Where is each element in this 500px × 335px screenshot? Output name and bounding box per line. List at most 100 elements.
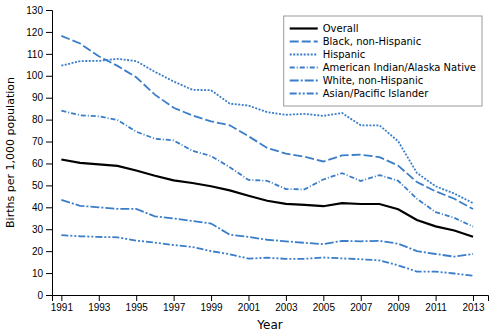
x-axis: 1991 1993 1995 1997 1999 2001 2003 2005 2007 2009…: [51, 295, 489, 313]
series-line: [61, 235, 473, 276]
tick-label: 130: [26, 5, 43, 16]
tick-label: 1999: [200, 302, 223, 313]
tick-label: 1997: [163, 302, 186, 313]
tick-label: 2007: [350, 302, 373, 313]
legend-label: Black, non-Hispanic: [323, 36, 421, 47]
tick-mark: [436, 295, 437, 301]
tick-mark: [323, 295, 324, 301]
legend-swatch: [290, 54, 318, 56]
tick: 1993: [88, 295, 111, 313]
legend-label: American Indian/Alaska Native: [323, 62, 476, 73]
tick-mark: [46, 76, 52, 77]
chart: 1991199319951997199920012003200520072009…: [0, 0, 500, 335]
legend-swatch: [290, 80, 318, 82]
tick: 2007: [350, 295, 373, 313]
tick-mark: [46, 98, 52, 99]
legend-label: Asian/Pacific Islander: [323, 88, 430, 99]
tick-mark: [46, 295, 52, 296]
tick-label: 90: [32, 92, 44, 103]
tick-mark: [286, 295, 287, 301]
tick: 20: [32, 246, 52, 257]
legend-swatch: [290, 41, 318, 43]
legend-swatch: [290, 67, 318, 69]
tick: 120: [26, 27, 52, 38]
plot: 1991199319951997199920012003200520072009…: [4, 5, 489, 332]
tick: 2009: [388, 295, 411, 313]
legend-label: Hispanic: [323, 49, 366, 60]
tick: 100: [26, 70, 52, 81]
tick: 2013: [462, 295, 485, 313]
tick: 40: [32, 202, 52, 213]
y-axis-title: Births per 1,000 population: [4, 77, 17, 228]
tick: 2005: [313, 295, 336, 313]
tick-label: 100: [26, 70, 43, 81]
legend-swatch: [290, 27, 318, 29]
tick: 2001: [238, 295, 261, 313]
tick-label: 2003: [275, 302, 298, 313]
tick-label: 2005: [313, 302, 336, 313]
tick: 1999: [200, 295, 223, 313]
tick-label: 1993: [88, 302, 111, 313]
legend-frame: [284, 16, 482, 106]
tick-mark: [473, 295, 474, 301]
tick: 10: [32, 268, 52, 279]
tick: 80: [32, 114, 52, 125]
tick-label: 2009: [388, 302, 411, 313]
tick-mark: [248, 295, 249, 301]
axis-line: [46, 11, 53, 296]
tick: 90: [32, 92, 52, 103]
tick: 0: [37, 290, 52, 301]
tick-label: 110: [27, 49, 43, 60]
tick-mark: [46, 185, 52, 186]
tick-mark: [46, 229, 52, 230]
legend-swatch: [290, 93, 318, 95]
tick-label: 80: [32, 114, 44, 125]
tick-mark: [174, 295, 175, 301]
legend: Overall Black, non-Hispanic Hispanic Americ…: [284, 16, 482, 106]
tick-mark: [361, 295, 362, 301]
tick-mark: [46, 251, 52, 252]
tick-mark: [211, 295, 212, 301]
legend-label: White, non-Hispanic: [323, 75, 423, 86]
tick-label: 2001: [238, 302, 261, 313]
tick-label: 10: [32, 268, 44, 279]
tick-label: 70: [32, 136, 44, 147]
tick-mark: [46, 273, 52, 274]
tick-label: 0: [37, 290, 43, 301]
tick-label: 40: [32, 202, 44, 213]
tick-label: 1995: [126, 302, 149, 313]
tick-mark: [136, 295, 137, 301]
tick-mark: [46, 32, 52, 33]
tick-label: 2011: [425, 302, 447, 313]
x-axis-title: Year: [256, 318, 282, 332]
tick: 50: [32, 180, 52, 191]
legend-label: Overall: [323, 23, 359, 34]
tick-mark: [99, 295, 100, 301]
tick: 1995: [126, 295, 149, 313]
tick-label: 50: [32, 180, 44, 191]
tick: 2003: [275, 295, 298, 313]
tick: 1991: [51, 295, 74, 313]
axis-line: [53, 296, 489, 302]
series-line: [61, 200, 473, 257]
tick-label: 60: [32, 158, 44, 169]
tick-mark: [46, 54, 52, 55]
tick: 70: [32, 136, 52, 147]
tick-mark: [46, 142, 52, 143]
series-line: [61, 160, 473, 237]
tick-mark: [398, 295, 399, 301]
tick: 60: [32, 158, 52, 169]
tick-mark: [61, 295, 62, 301]
tick: 110: [27, 49, 52, 60]
tick: 2011: [425, 295, 447, 313]
y-axis: 0 10 20 30 40 50 60 70 80 90 100 110 120 130: [26, 5, 52, 301]
tick-mark: [46, 207, 52, 208]
tick: 130: [26, 5, 52, 16]
tick-label: 20: [32, 246, 44, 257]
tick: 30: [32, 224, 52, 235]
tick-label: 1991: [51, 302, 74, 313]
tick-mark: [46, 163, 52, 164]
tick-mark: [46, 10, 52, 11]
tick: 1997: [163, 295, 186, 313]
tick-label: 2013: [462, 302, 485, 313]
